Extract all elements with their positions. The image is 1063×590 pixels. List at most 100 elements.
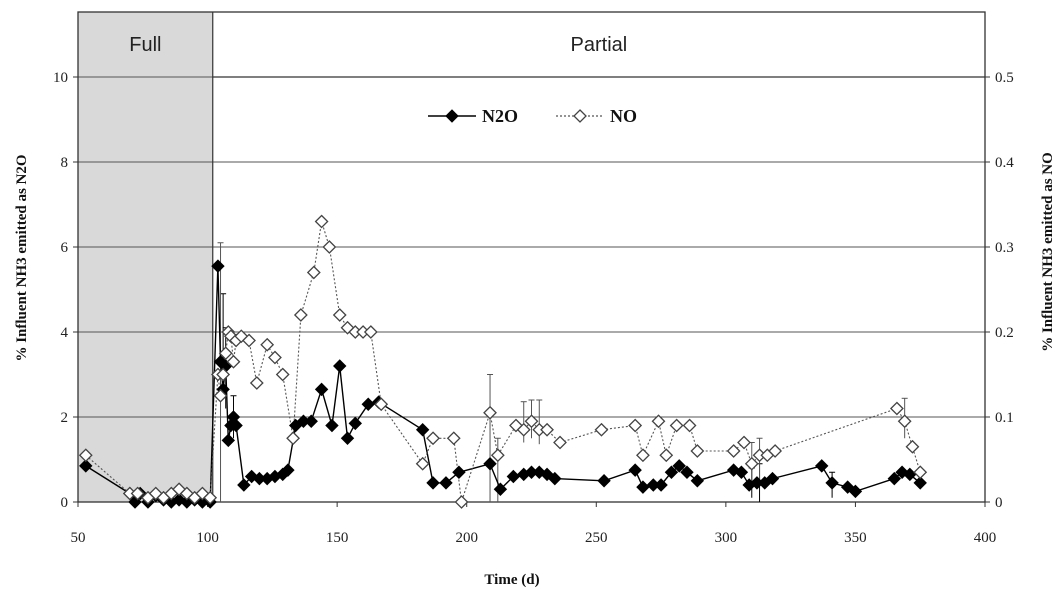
data-point-n2o xyxy=(221,433,236,448)
y-left-tick-label: 4 xyxy=(61,325,69,341)
data-point-n2o xyxy=(229,418,243,433)
data-point-n2o xyxy=(172,493,186,507)
y-left-tick-label: 0 xyxy=(61,495,69,511)
data-point-no xyxy=(682,418,697,433)
data-point-no xyxy=(216,367,231,382)
data-point-no xyxy=(659,448,674,463)
data-point-no xyxy=(218,346,233,361)
data-point-no xyxy=(553,435,567,450)
data-point-no xyxy=(913,465,928,480)
data-point-no xyxy=(737,435,751,450)
y-right-tick-label: 0.1 xyxy=(995,410,1014,426)
data-point-no xyxy=(314,214,329,229)
data-point-no xyxy=(148,486,163,501)
data-point-n2o xyxy=(304,414,318,428)
data-point-no xyxy=(130,486,145,501)
data-point-no xyxy=(490,448,505,463)
data-point-n2o xyxy=(680,465,694,479)
data-point-n2o xyxy=(483,457,497,471)
x-tick-label: 200 xyxy=(455,530,478,546)
data-point-no xyxy=(293,308,308,322)
data-point-n2o xyxy=(213,355,228,369)
data-point-no xyxy=(726,444,741,458)
data-point-no xyxy=(897,414,912,429)
data-point-n2o xyxy=(325,418,339,433)
y-left-tick-label: 2 xyxy=(61,410,69,426)
data-point-no xyxy=(905,439,920,454)
data-point-no xyxy=(203,490,218,505)
x-tick-label: 250 xyxy=(585,530,608,546)
series-layer xyxy=(78,214,928,509)
data-point-no xyxy=(628,418,643,433)
data-point-n2o xyxy=(281,463,295,477)
data-point-n2o xyxy=(734,465,749,479)
data-point-n2o xyxy=(426,476,440,490)
left-y-axis: 0 2 4 6 8 10 xyxy=(53,70,78,511)
legend-n2o-label: N2O xyxy=(482,106,518,126)
data-point-n2o xyxy=(540,467,554,482)
data-point-n2o xyxy=(628,463,642,477)
data-point-no xyxy=(540,422,554,437)
right-y-axis: 0 0.1 0.2 0.3 0.4 0.5 xyxy=(985,70,1014,511)
data-point-n2o xyxy=(654,478,668,492)
data-point-no xyxy=(275,367,290,382)
x-tick-label: 400 xyxy=(974,530,997,546)
data-point-n2o xyxy=(887,471,902,486)
data-point-no xyxy=(332,308,347,322)
x-tick-label: 300 xyxy=(715,530,738,546)
data-point-no xyxy=(340,320,355,335)
data-point-n2o xyxy=(913,476,927,490)
data-point-no xyxy=(415,456,430,471)
data-point-n2o xyxy=(815,459,829,473)
plot-frame xyxy=(77,11,986,503)
y-right-tick-label: 0.4 xyxy=(995,155,1014,171)
legend-no-label: NO xyxy=(610,106,637,126)
data-point-no xyxy=(268,350,282,365)
data-point-no xyxy=(363,325,378,339)
data-point-no xyxy=(651,414,666,429)
data-point-no xyxy=(260,337,275,352)
data-point-no xyxy=(690,444,705,458)
data-point-no xyxy=(306,265,321,280)
phase-label-full: Full xyxy=(129,34,161,56)
data-point-no xyxy=(249,376,264,390)
data-point-n2o xyxy=(340,431,355,445)
data-point-no xyxy=(524,414,539,429)
data-point-no xyxy=(516,422,531,437)
data-point-no xyxy=(744,456,759,471)
data-point-no xyxy=(594,422,609,437)
data-point-no xyxy=(768,444,783,458)
data-point-no xyxy=(374,397,389,412)
y-right-tick-label: 0.2 xyxy=(995,325,1014,341)
data-point-no xyxy=(286,431,301,446)
data-point-no xyxy=(195,486,210,501)
data-point-n2o xyxy=(848,484,863,499)
legend-n2o-marker xyxy=(445,109,459,123)
data-point-n2o xyxy=(79,459,93,473)
data-point-n2o xyxy=(765,471,780,486)
data-point-n2o xyxy=(825,476,839,490)
y-left-tick-label: 6 xyxy=(61,240,69,256)
data-point-no xyxy=(213,388,228,403)
x-axis: 50 100 150 200 250 300 350 400 xyxy=(71,502,997,546)
data-point-n2o xyxy=(548,471,562,486)
data-point-no xyxy=(454,495,469,509)
data-point-n2o xyxy=(664,465,679,479)
y-right-tick-label: 0.3 xyxy=(995,240,1014,256)
data-point-n2o xyxy=(348,416,362,431)
x-tick-label: 100 xyxy=(196,530,219,546)
data-point-no xyxy=(242,333,256,348)
x-axis-title: Time (d) xyxy=(484,572,539,588)
right-y-axis-title: % Influent NH3 emitted as NO xyxy=(1040,152,1056,352)
x-tick-label: 150 xyxy=(326,530,349,546)
phase-label-partial: Partial xyxy=(571,34,628,56)
data-point-no xyxy=(426,431,440,446)
data-point-n2o xyxy=(314,382,329,397)
data-point-n2o xyxy=(439,476,453,490)
x-tick-label: 50 xyxy=(71,530,86,546)
data-point-n2o xyxy=(244,469,259,484)
phase-full-region xyxy=(78,12,213,502)
data-point-no xyxy=(446,431,461,446)
data-point-no xyxy=(483,405,497,420)
